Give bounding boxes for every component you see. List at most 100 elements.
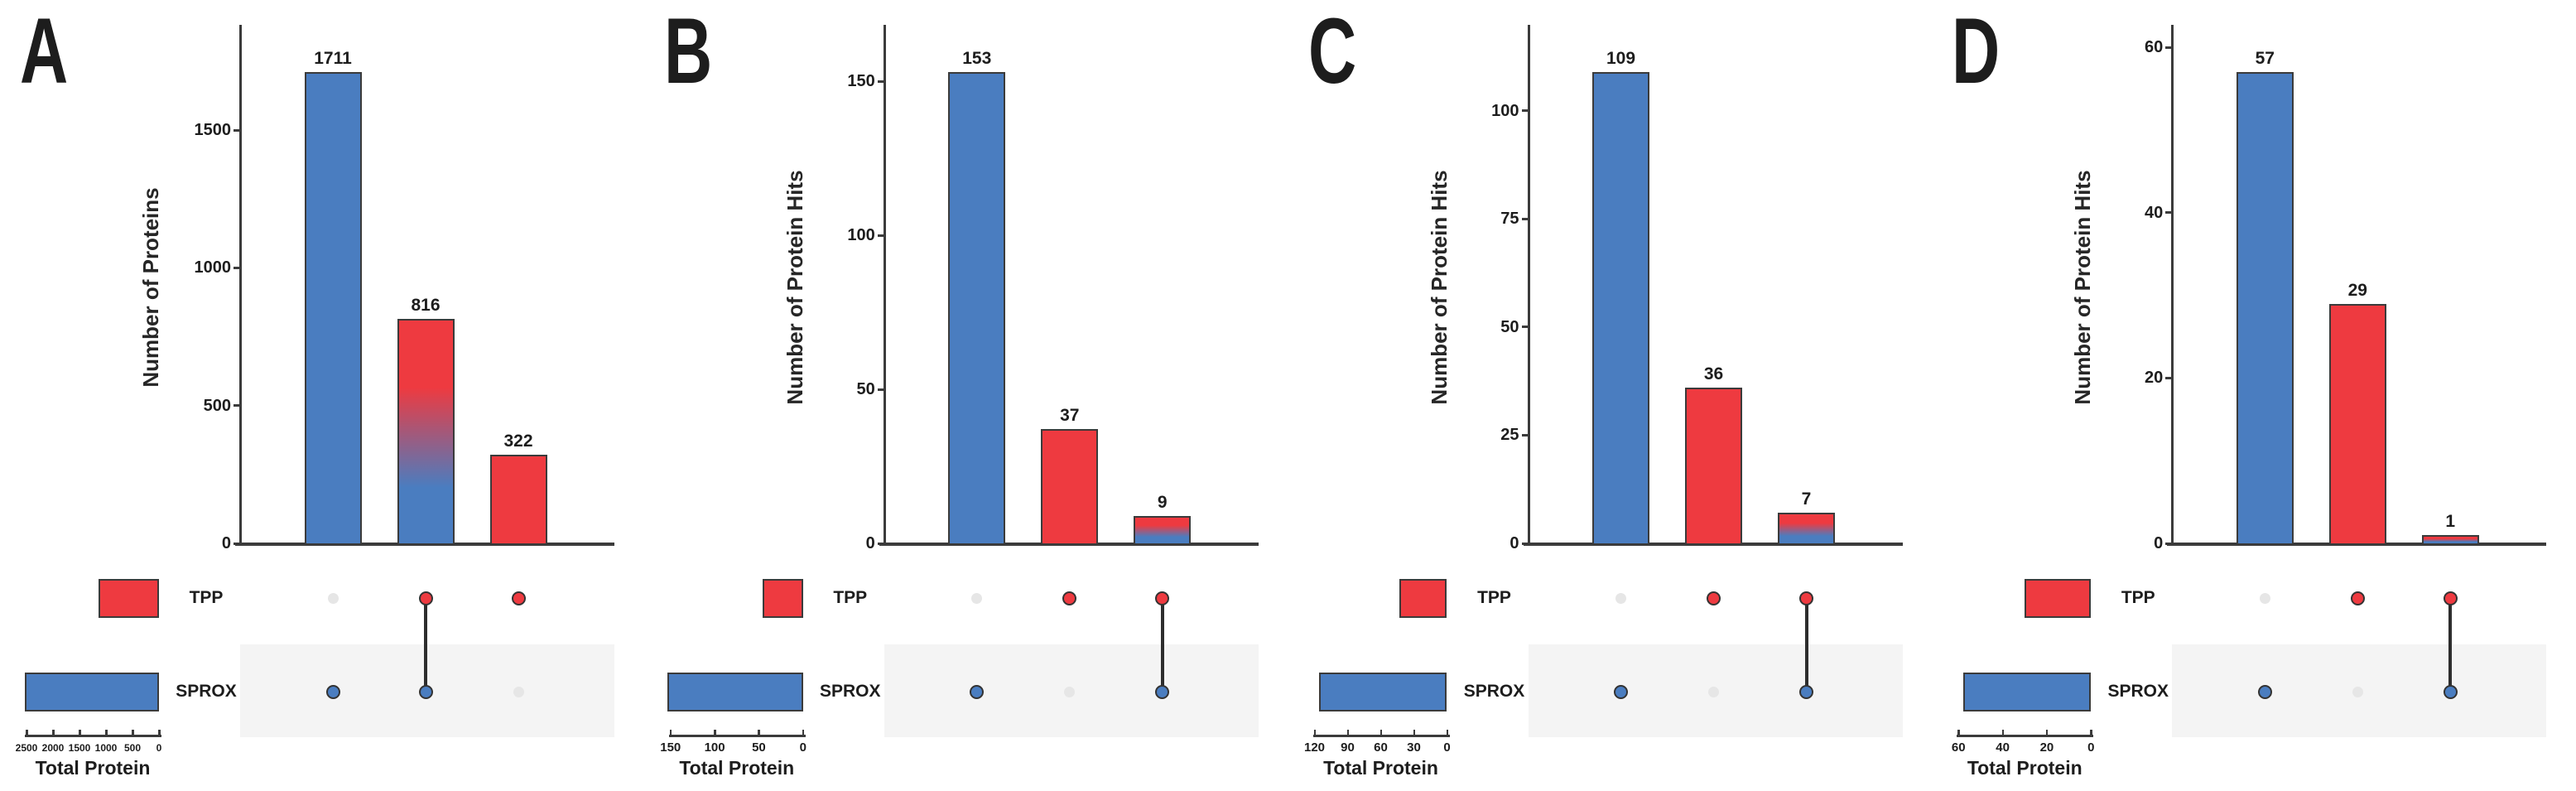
y-tick — [1521, 542, 1529, 545]
panel-c: C Number of Protein Hits 0 25 50 75 100 109 36 7 T… — [1288, 0, 1933, 791]
y-tick — [1521, 433, 1529, 436]
panel-d: D Number of Protein Hits 0 20 40 60 57 29 1 TPP SP… — [1932, 0, 2576, 791]
y-axis-label: Number of Protein Hits — [1426, 170, 1452, 405]
total-protein-tick-label: 0 — [156, 742, 162, 754]
total-protein-axis — [1957, 735, 2094, 737]
y-tick — [234, 542, 241, 545]
matrix-dot-tpp-col3-active — [1799, 591, 1813, 605]
y-tick — [877, 234, 885, 237]
y-tick-label: 100 — [1491, 101, 1519, 120]
matrix-dot-sprox-col2-inactive — [1708, 686, 1719, 697]
total-protein-tick-label: 100 — [704, 740, 725, 755]
total-protein-tick-label: 1500 — [68, 742, 91, 754]
total-protein-tick — [1957, 730, 1960, 735]
bar-value-label: 29 — [2347, 280, 2367, 300]
matrix-dot-sprox-col2-inactive — [1064, 686, 1076, 697]
total-protein-axis — [668, 735, 806, 737]
matrix-dot-sprox-col3-active — [1155, 684, 1170, 699]
total-protein-tick-label: 0 — [799, 740, 807, 755]
total-protein-tick-label: 60 — [1374, 740, 1388, 755]
y-tick-label: 50 — [856, 380, 875, 399]
total-protein-axis-label: Total Protein — [35, 757, 151, 779]
y-tick-label: 60 — [2145, 38, 2164, 57]
bar-sprox-only — [2236, 72, 2294, 545]
y-tick — [877, 542, 885, 545]
y-tick-label: 1000 — [194, 258, 232, 277]
y-axis-line — [239, 25, 242, 546]
matrix-dot-tpp-col1-inactive — [2259, 592, 2270, 604]
set-size-bar-sprox — [667, 672, 803, 711]
bar-value-label: 109 — [1606, 49, 1636, 68]
y-tick-label: 500 — [203, 396, 231, 415]
intersection-connector — [1160, 598, 1164, 692]
y-tick-label: 40 — [2145, 203, 2164, 222]
set-label-tpp: TPP — [2121, 588, 2155, 607]
y-tick-label: 1500 — [194, 121, 232, 140]
matrix-dot-tpp-col3-active — [2443, 591, 2458, 605]
matrix-dot-sprox-col3-active — [2443, 684, 2458, 699]
intersection-connector — [424, 598, 427, 692]
y-tick — [2165, 46, 2174, 49]
matrix-dot-tpp-col3-active — [511, 591, 526, 605]
total-protein-tick — [26, 730, 28, 735]
set-size-bar-tpp — [2025, 578, 2092, 618]
y-axis-line — [883, 25, 886, 546]
y-tick — [2165, 376, 2174, 379]
total-protein-tick — [1446, 730, 1448, 735]
panel-letter: D — [1952, 0, 2001, 103]
matrix-dot-sprox-col1-active — [2257, 684, 2272, 699]
set-size-bar-sprox — [1318, 672, 1447, 711]
total-protein-tick — [158, 730, 161, 735]
total-protein-tick-label: 120 — [1303, 740, 1326, 755]
intersection-connector — [1804, 598, 1808, 692]
y-tick-label: 150 — [847, 72, 875, 91]
set-label-tpp: TPP — [1477, 588, 1511, 607]
total-protein-tick — [132, 730, 134, 735]
intersection-connector — [2448, 598, 2453, 692]
y-tick-label: 50 — [1500, 317, 1519, 336]
y-tick-label: 20 — [2145, 369, 2164, 388]
y-tick-label: 0 — [221, 534, 231, 552]
bar-tpp-only — [2328, 303, 2386, 545]
total-protein-axis-label: Total Protein — [1323, 757, 1438, 779]
set-label-sprox: SPROX — [819, 682, 881, 701]
panel-letter: A — [20, 0, 69, 103]
total-protein-axis-label: Total Protein — [1967, 757, 2082, 779]
total-protein-axis-label: Total Protein — [679, 757, 795, 779]
panel-a: A Number of Proteins 0 500 1000 1500 1711 816 32… — [0, 0, 644, 791]
total-protein-tick — [714, 730, 716, 735]
bar-value-label: 153 — [962, 49, 992, 68]
panel-letter: C — [1307, 0, 1356, 103]
bar-sprox-only — [304, 72, 362, 545]
matrix-dot-sprox-col1-active — [325, 684, 340, 699]
bar-value-label: 36 — [1703, 364, 1724, 384]
total-protein-tick — [1313, 730, 1316, 735]
y-axis-label: Number of Proteins — [138, 187, 163, 388]
bar-sprox-only — [948, 72, 1006, 545]
total-protein-tick-label: 60 — [1951, 740, 1966, 755]
total-protein-tick — [2045, 730, 2049, 735]
bar-sprox-and-tpp — [2421, 535, 2479, 545]
y-tick-label: 75 — [1500, 210, 1519, 229]
panel-b: B Number of Protein Hits 0 50 100 150 153 37 9 TP… — [644, 0, 1288, 791]
total-protein-tick — [669, 730, 672, 735]
matrix-dot-sprox-col3-inactive — [513, 686, 524, 697]
bar-value-label: 1 — [2445, 512, 2456, 532]
y-tick — [877, 388, 885, 391]
matrix-dot-tpp-col3-active — [1155, 591, 1170, 605]
y-tick — [1521, 217, 1529, 220]
bar-value-label: 57 — [2255, 49, 2275, 68]
matrix-dot-sprox-col2-active — [418, 684, 433, 699]
y-axis-line — [1527, 25, 1530, 546]
bar-value-label: 9 — [1157, 492, 1168, 512]
total-protein-tick — [79, 730, 81, 735]
total-protein-tick — [1379, 730, 1382, 735]
y-tick-label: 25 — [1500, 426, 1519, 445]
bar-sprox-only — [1592, 72, 1649, 545]
y-axis-label: Number of Protein Hits — [2070, 170, 2096, 405]
y-tick — [1521, 326, 1529, 329]
total-protein-tick-label: 2000 — [41, 742, 65, 754]
total-protein-axis — [25, 735, 161, 737]
bar-tpp-only — [1685, 388, 1742, 545]
